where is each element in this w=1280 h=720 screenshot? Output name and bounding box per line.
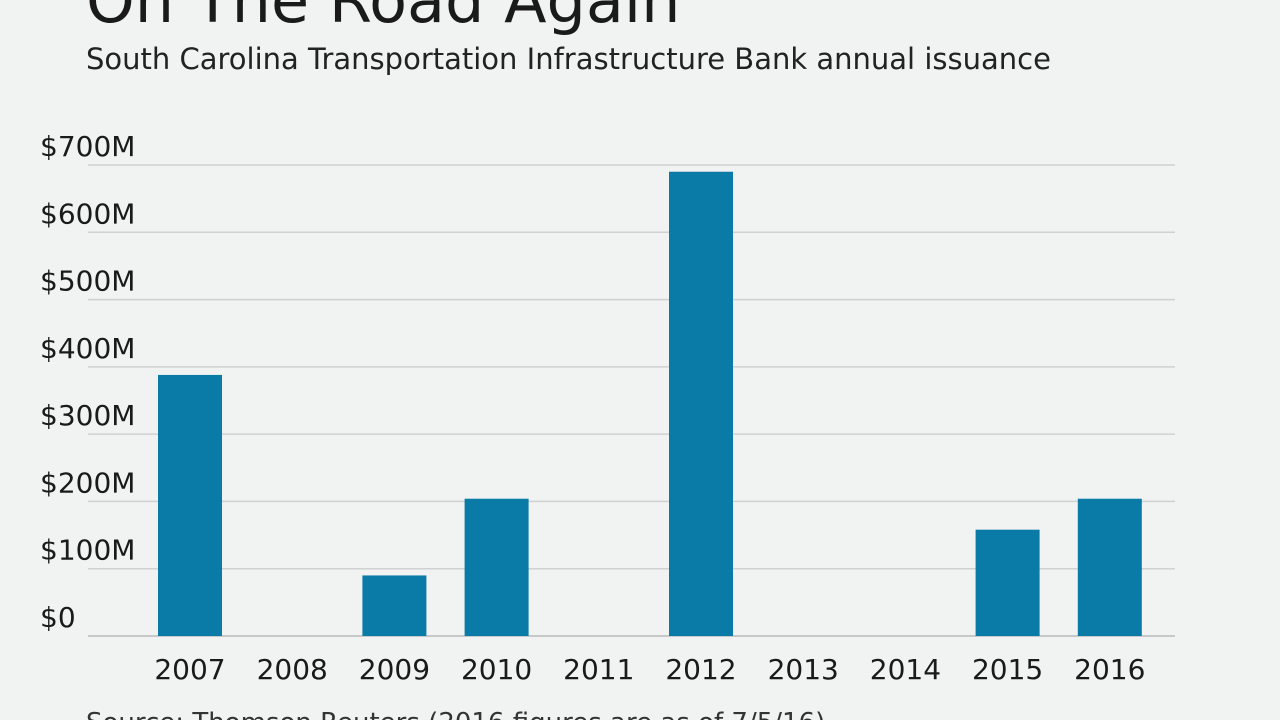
bar-2012 <box>669 171 733 636</box>
y-tick-label: $500M <box>40 265 135 298</box>
x-tick-label: 2009 <box>359 653 430 686</box>
x-tick-label: 2011 <box>563 653 634 686</box>
y-axis-tick-labels: $0 $100M $200M $300M $400M $500M $600M $700M <box>40 130 135 634</box>
y-tick-label: $700M <box>40 130 135 163</box>
y-tick-label: $300M <box>40 399 135 432</box>
x-axis-tick-labels: 2007 2008 2009 2010 2011 2012 2013 2014 2015 2016 <box>154 653 1145 686</box>
gridlines <box>88 164 1175 637</box>
y-tick-label: $600M <box>40 197 135 230</box>
x-tick-label: 2007 <box>154 653 225 686</box>
x-tick-label: 2012 <box>665 653 736 686</box>
y-tick-label: $400M <box>40 332 135 365</box>
x-tick-label: 2016 <box>1074 653 1145 686</box>
y-tick-label: $0 <box>40 601 76 634</box>
bar-2007 <box>158 374 222 636</box>
chart-subtitle: South Carolina Transportation Infrastruc… <box>86 42 1051 76</box>
x-tick-label: 2015 <box>972 653 1043 686</box>
bar-2015 <box>975 529 1040 636</box>
x-tick-label: 2013 <box>768 653 839 686</box>
bar-2009 <box>362 575 427 636</box>
x-tick-label: 2008 <box>257 653 328 686</box>
bar-2016 <box>1077 498 1142 636</box>
bars <box>158 171 1142 636</box>
y-tick-label: $200M <box>40 466 135 499</box>
source-note: Source: Thomson Reuters (2016 figures ar… <box>86 708 825 720</box>
chart-title: On The Road Again <box>86 0 680 37</box>
bar-2010 <box>464 498 529 636</box>
y-tick-label: $100M <box>40 534 135 567</box>
x-tick-label: 2014 <box>870 653 941 686</box>
x-tick-label: 2010 <box>461 653 532 686</box>
